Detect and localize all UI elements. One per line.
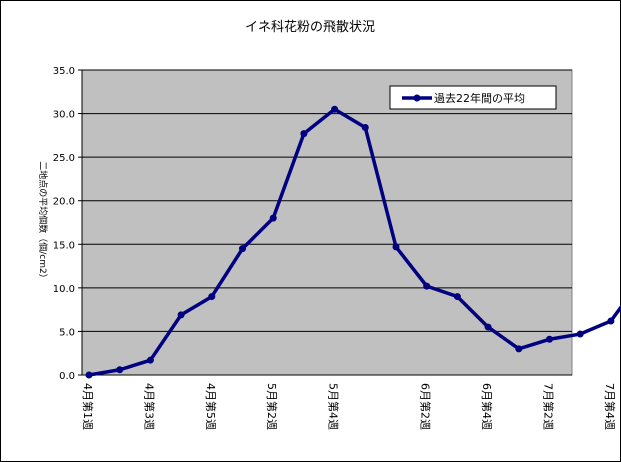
x-tick-label: 6月第4週: [480, 383, 494, 430]
x-tick-label: 4月第5週: [204, 383, 218, 430]
x-tick-label: 4月第1週: [81, 383, 95, 430]
data-point: [146, 356, 154, 364]
y-tick-label: 25.0: [53, 153, 75, 164]
data-point: [85, 371, 93, 379]
data-point: [515, 345, 523, 353]
legend-label: 過去22年間の平均: [434, 91, 525, 105]
y-tick-label: 35.0: [53, 66, 75, 77]
data-point: [208, 293, 216, 301]
x-tick-label: 5月第4週: [327, 383, 341, 430]
data-point: [546, 335, 553, 343]
data-point: [576, 330, 584, 338]
data-point: [392, 243, 400, 251]
y-tick-label: 0.0: [59, 371, 75, 382]
chart-title: イネ科花粉の飛散状況: [245, 19, 375, 35]
y-tick-label: 10.0: [53, 284, 75, 295]
gridlines: [81, 69, 572, 376]
y-tick-label: 20.0: [53, 197, 75, 208]
x-tick-label: 7月第4週: [603, 383, 617, 430]
data-point: [269, 214, 277, 222]
x-tick-label: 7月第2週: [542, 383, 556, 430]
data-point: [453, 293, 461, 301]
data-point: [484, 323, 492, 331]
legend-marker: [413, 94, 421, 102]
x-axis-ticks: 4月第1週 4月第3週 4月第5週 5月第2週 5月第4週 6月第2週 6月第4週 7月第2週…: [81, 383, 617, 430]
data-point: [423, 282, 431, 290]
y-tick-label: 15.0: [53, 240, 75, 251]
legend: 過去22年間の平均: [389, 85, 557, 110]
data-point: [361, 124, 369, 132]
x-tick-label: 5月第2週: [265, 383, 279, 430]
data-point: [177, 311, 185, 319]
data-point: [239, 245, 246, 253]
x-tick-label: 4月第3週: [142, 383, 156, 430]
y-axis-ticks: 0.0 5.0 10.0 15.0 20.0 25.0 30.0 35.0: [53, 66, 82, 382]
data-series: [85, 105, 621, 379]
x-tick-label: 6月第2週: [419, 383, 433, 430]
y-tick-label: 30.0: [53, 110, 75, 121]
legend-box: [389, 85, 557, 110]
y-axis-label: 二地点の平均個数（個/cm2）: [37, 161, 49, 282]
plot-area: [81, 69, 573, 376]
data-point: [607, 317, 615, 325]
data-point: [300, 130, 308, 138]
data-point: [331, 105, 339, 113]
data-point: [116, 366, 124, 374]
y-tick-label: 5.0: [59, 327, 75, 338]
